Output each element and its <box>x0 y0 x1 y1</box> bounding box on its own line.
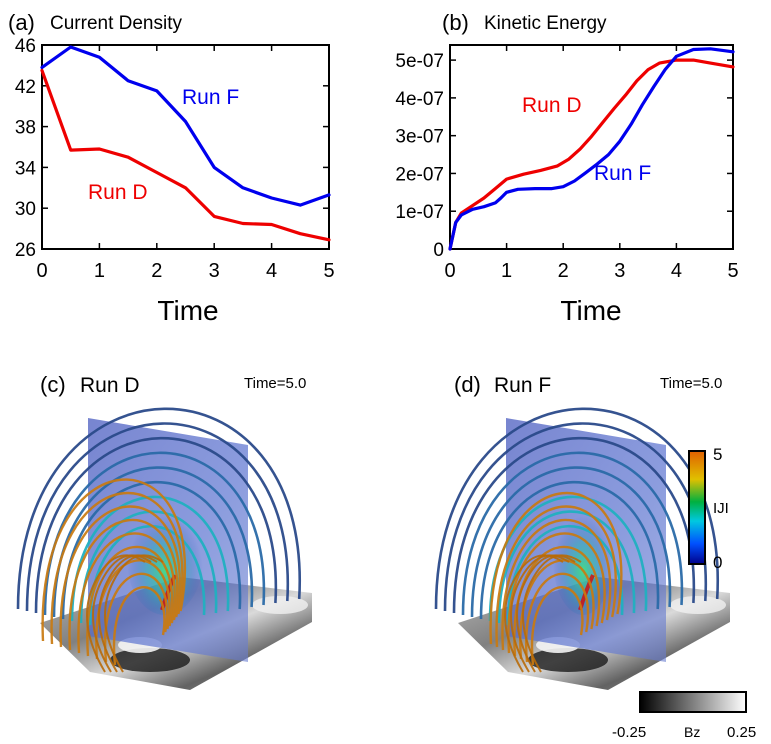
colorbar-j-max: 5 <box>713 445 722 464</box>
chart-b-title: Kinetic Energy <box>484 13 607 34</box>
chart-a-y-tick-label: 30 <box>15 199 36 220</box>
panel-c-render: (c) Run D Time=5.0 <box>16 372 312 690</box>
flux-rope-field-line <box>50 492 184 645</box>
colorbar-bz-gradient <box>639 691 747 713</box>
colorbar-bz-min: -0.25 <box>612 724 646 741</box>
outer-field-line <box>25 422 289 612</box>
colorbar-j: 5 IJI 0 <box>688 445 729 572</box>
chart-b-legend-run-f: Run F <box>594 162 651 185</box>
chart-b-x-tick-label: 4 <box>671 260 682 282</box>
chart-b-x-tick-label: 0 <box>444 260 455 282</box>
chart-b-y-tick-label: 4e-07 <box>395 89 444 110</box>
chart-a-y-tick-label: 34 <box>15 158 37 179</box>
chart-a-x-tick-label: 0 <box>36 260 47 282</box>
panel-d-field-line-image <box>434 407 730 690</box>
chart-a-x-tick-label: 4 <box>266 260 277 282</box>
chart-a-x-label: Time <box>157 295 218 326</box>
chart-b-panel-label: (b) <box>442 10 469 35</box>
flux-rope-field-line <box>59 505 181 648</box>
flux-rope-field-line <box>530 586 584 666</box>
chart-a-legend-run-d: Run D <box>88 181 148 204</box>
chart-b-y-tick-label: 5e-07 <box>395 51 444 72</box>
chart-a-series <box>40 45 331 242</box>
flux-rope-field-line <box>112 586 166 666</box>
panel-d-run: Run F <box>494 374 551 397</box>
outer-field-line <box>452 436 696 614</box>
chart-b: (b) Kinetic Energy 0 1e-07 2e-07 3e-07 4e-07… <box>395 10 738 326</box>
flux-rope-field-line <box>68 518 179 651</box>
flux-rope-field-line <box>495 505 617 648</box>
flux-rope-field-line <box>86 545 174 657</box>
panel-c-time: Time=5.0 <box>244 375 306 392</box>
chart-b-line-run-f <box>448 47 735 251</box>
chart-b-x-label: Time <box>560 295 621 326</box>
flux-rope-field-line <box>501 518 612 651</box>
chart-b-legend-run-d: Run D <box>522 94 582 117</box>
flux-rope-field-line <box>524 572 590 663</box>
chart-b-plot-frame <box>449 44 734 250</box>
negative-polarity-patch <box>528 648 608 672</box>
chart-a-x-tick-label: 1 <box>94 260 105 282</box>
chart-a-x-axis: 0 1 2 3 4 5 <box>36 45 335 282</box>
flux-rope-strand <box>104 554 164 673</box>
chart-b-y-axis: 0 1e-07 2e-07 3e-07 4e-07 5e-07 <box>395 51 733 261</box>
chart-b-x-tick-label: 5 <box>727 260 738 282</box>
colorbar-j-min: 0 <box>713 553 722 572</box>
flux-rope-field-line <box>41 478 187 642</box>
panel-c-field-line-image <box>16 407 312 690</box>
chart-a-y-tick-label: 46 <box>15 36 36 57</box>
colorbar-bz-max: 0.25 <box>727 724 756 741</box>
chart-a-plot-frame <box>41 44 330 250</box>
negative-polarity-patch <box>110 648 190 672</box>
panel-d-time: Time=5.0 <box>660 375 722 392</box>
chart-a-line-run-d <box>40 68 331 242</box>
outer-field-line <box>470 466 672 618</box>
positive-polarity-patch <box>252 596 308 614</box>
chart-a-x-tick-label: 2 <box>151 260 162 282</box>
colorbar-j-label: IJI <box>713 500 729 517</box>
panel-c-label: (c) <box>40 372 66 397</box>
chart-b-y-tick-label: 0 <box>433 240 444 261</box>
chart-a-panel-label: (a) <box>8 10 35 35</box>
chart-a-line-run-f <box>40 45 331 207</box>
chart-b-x-axis: 0 1 2 3 4 5 <box>444 45 739 282</box>
chart-b-x-tick-label: 1 <box>501 260 512 282</box>
chart-a-x-tick-label: 5 <box>323 260 334 282</box>
flux-rope-field-line <box>507 532 606 654</box>
outer-field-line <box>70 495 230 622</box>
colorbar-bz-label: Bz <box>684 724 700 740</box>
chart-a-x-tick-label: 3 <box>209 260 220 282</box>
positive-polarity-patch <box>670 596 726 614</box>
outer-field-line <box>461 451 684 616</box>
outer-field-line <box>16 407 301 610</box>
colorbar-bz: -0.25 Bz 0.25 <box>612 691 756 741</box>
outer-field-line <box>497 510 636 624</box>
chart-b-y-tick-label: 3e-07 <box>395 127 444 148</box>
flux-rope-field-line <box>77 532 176 654</box>
chart-b-x-tick-label: 3 <box>614 260 625 282</box>
chart-a-y-tick-label: 42 <box>15 77 36 98</box>
outer-field-line <box>479 480 660 620</box>
flux-rope-strand <box>522 554 582 673</box>
colorbar-j-gradient <box>688 450 706 565</box>
panel-d-render: (d) Run F Time=5.0 <box>434 372 730 690</box>
chart-a-y-axis: 26 30 34 38 42 46 <box>15 36 329 261</box>
chart-b-y-tick-label: 1e-07 <box>395 202 444 223</box>
chart-a-title: Current Density <box>50 13 182 34</box>
outer-field-line <box>434 407 719 610</box>
chart-a-legend-run-f: Run F <box>182 86 239 109</box>
chart-b-y-tick-label: 2e-07 <box>395 164 444 185</box>
chart-b-x-tick-label: 2 <box>558 260 569 282</box>
panel-d-label: (d) <box>454 372 481 397</box>
outer-field-line <box>34 436 278 614</box>
chart-b-series <box>448 47 735 251</box>
chart-a-y-tick-label: 38 <box>15 118 36 139</box>
panel-c-run: Run D <box>80 374 140 397</box>
chart-b-line-run-d <box>448 58 735 251</box>
flux-rope-field-line <box>489 492 623 645</box>
chart-a-y-tick-label: 26 <box>15 240 36 261</box>
